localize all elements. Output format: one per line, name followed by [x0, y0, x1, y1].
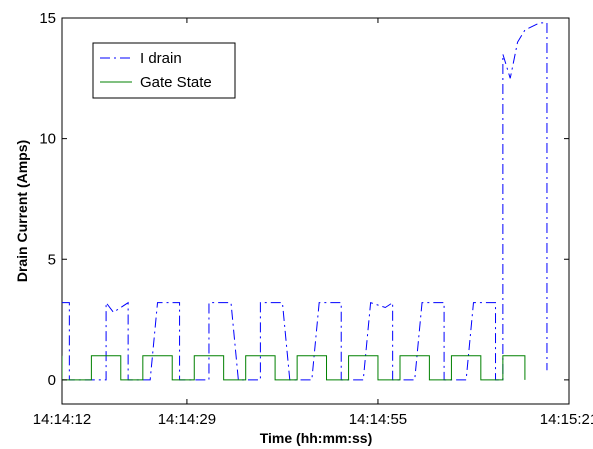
- x-tick-label: 14:15:21: [540, 411, 593, 428]
- x-tick-label: 14:14:12: [33, 411, 91, 428]
- legend: I drain Gate State: [92, 42, 236, 99]
- y-tick-label: 5: [48, 251, 56, 268]
- legend-label-gate-state: Gate State: [140, 74, 212, 91]
- y-tick-label: 15: [39, 10, 56, 27]
- series-line-gate-state: [62, 355, 526, 381]
- x-tick-label: 14:14:29: [158, 411, 216, 428]
- y-tick-label: 10: [39, 131, 56, 148]
- x-ticks: 14:14:12 14:14:29 14:14:55 14:15:21: [33, 18, 593, 428]
- y-axis-title: Drain Current (Amps): [14, 140, 30, 282]
- x-axis-title: Time (hh:mm:ss): [260, 430, 373, 446]
- legend-box: [92, 42, 236, 99]
- x-tick-label: 14:14:55: [349, 411, 407, 428]
- y-tick-label: 0: [48, 372, 56, 389]
- y-ticks: 0 5 10 15: [39, 10, 569, 389]
- series-layer: [62, 22, 548, 381]
- legend-label-i-drain: I drain: [140, 50, 182, 67]
